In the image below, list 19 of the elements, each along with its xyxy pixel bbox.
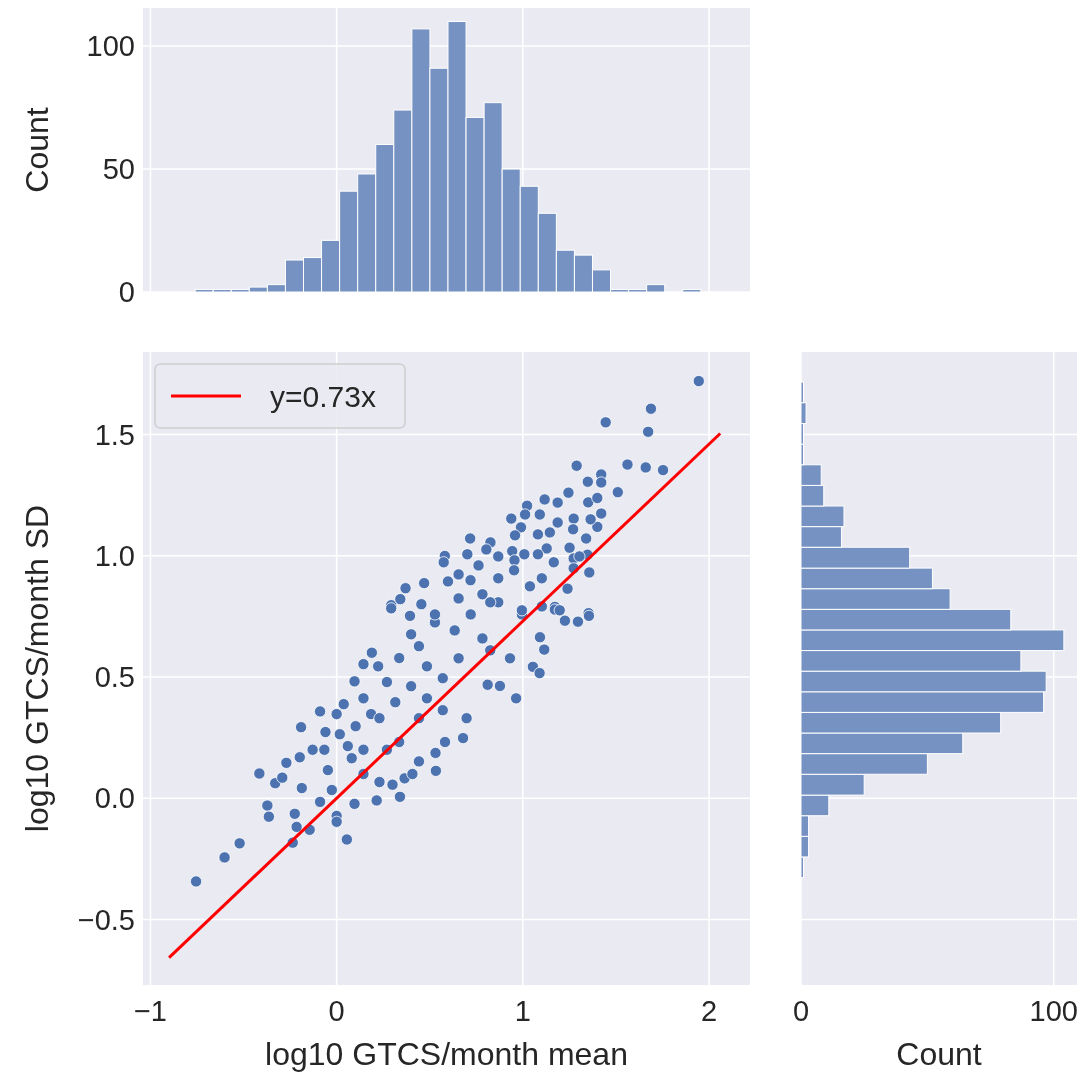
y-tick-label: 0 (118, 276, 135, 309)
x-tick-label: 100 (1029, 995, 1078, 1027)
y-tick-label: 0.0 (94, 782, 135, 815)
y-tick-label: 0.5 (94, 661, 135, 694)
y-tick-label: 1.5 (94, 418, 135, 451)
y-tick-label: 50 (102, 153, 135, 186)
y-tick-label: 100 (86, 30, 135, 63)
x-tick-label: 2 (700, 995, 718, 1027)
x-tick-label: 0 (328, 995, 345, 1027)
legend-label: y=0.73x (270, 379, 376, 413)
x-axis-title: Count (896, 1036, 982, 1072)
y-axis-title: log10 GTCS/month SD (19, 504, 55, 833)
x-tick-label: 1 (514, 995, 531, 1027)
y-tick-label: 1.0 (94, 539, 135, 572)
x-tick-label: 0 (792, 995, 810, 1027)
x-axis-title: log10 GTCS/month mean (265, 1036, 628, 1072)
x-tick-label: −1 (133, 995, 167, 1027)
y-axis-title: Count (19, 107, 55, 193)
y-tick-label: −0.5 (77, 903, 135, 936)
